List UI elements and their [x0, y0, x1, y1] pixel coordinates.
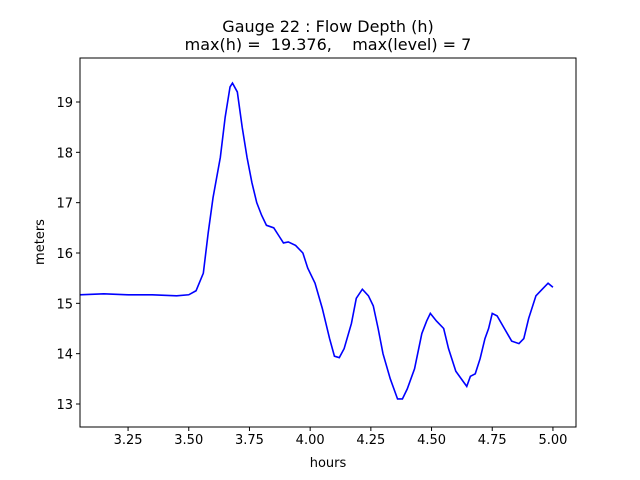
- chart-subtitle: max(h) = 19.376, max(level) = 7: [185, 35, 472, 54]
- x-tick-label: 5.00: [538, 433, 567, 448]
- y-tick-label: 16: [56, 247, 73, 262]
- y-tick-label: 13: [56, 398, 73, 413]
- x-tick-label: 4.75: [478, 433, 507, 448]
- x-tick-label: 3.50: [174, 433, 203, 448]
- x-tick-label: 4.00: [296, 433, 325, 448]
- y-tick-label: 15: [56, 297, 73, 312]
- data-line: [79, 81, 554, 400]
- x-axis-label: hours: [310, 456, 347, 471]
- x-tick-label: 3.25: [114, 433, 143, 448]
- y-axis-label: meters: [33, 219, 48, 265]
- x-tick-label: 4.50: [417, 433, 446, 448]
- x-tick-label: 4.25: [356, 433, 385, 448]
- y-tick-label: 19: [56, 96, 73, 111]
- y-tick-label: 18: [56, 146, 73, 161]
- x-tick-label: 3.75: [235, 433, 264, 448]
- chart-title: Gauge 22 : Flow Depth (h): [222, 17, 433, 36]
- y-tick-label: 14: [56, 348, 73, 363]
- y-tick-label: 17: [56, 197, 73, 212]
- plot-frame: [79, 57, 577, 428]
